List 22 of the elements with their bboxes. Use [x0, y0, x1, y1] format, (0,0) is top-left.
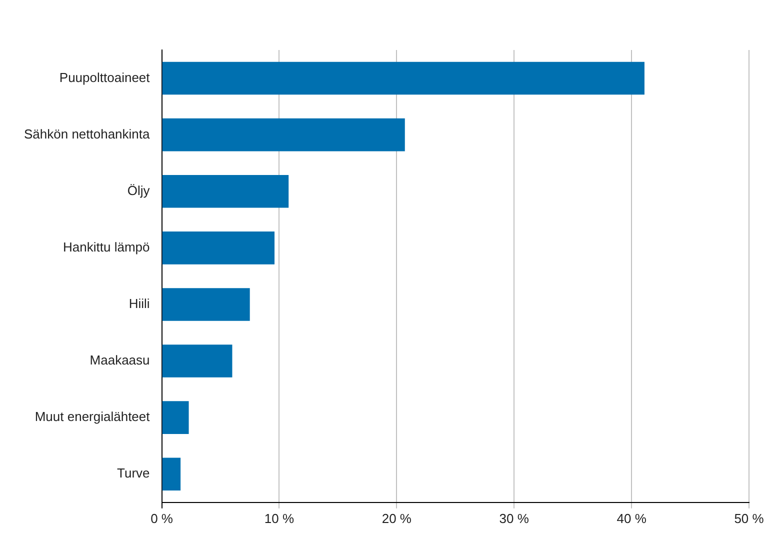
x-tick-label: 10 %: [264, 510, 294, 526]
y-tick-label: Hiili: [128, 296, 150, 312]
x-tick-label: 20 %: [382, 510, 412, 526]
bar: [162, 288, 250, 321]
x-tick-label: 40 %: [616, 510, 647, 526]
x-tick-label: 50 %: [734, 510, 764, 526]
x-tick-label: 30 %: [499, 510, 530, 526]
bar: [162, 401, 189, 434]
y-tick-label: Öljy: [127, 182, 150, 198]
y-tick-label: Puupolttoaineet: [59, 70, 150, 85]
bar: [162, 344, 232, 378]
x-tick-label: 0 %: [150, 510, 174, 526]
y-tick-label: Hankittu lämpö: [63, 240, 150, 255]
y-tick-label: Maakaasu: [90, 352, 150, 368]
bar: [162, 174, 289, 208]
y-tick-label: Muut energialähteet: [34, 409, 150, 424]
bar: [162, 118, 405, 152]
y-tick-label: Sähkön nettohankinta: [24, 126, 151, 142]
bar: [162, 62, 644, 95]
bar: [162, 232, 275, 264]
bar: [162, 458, 181, 491]
y-tick-label: Turve: [117, 466, 150, 481]
